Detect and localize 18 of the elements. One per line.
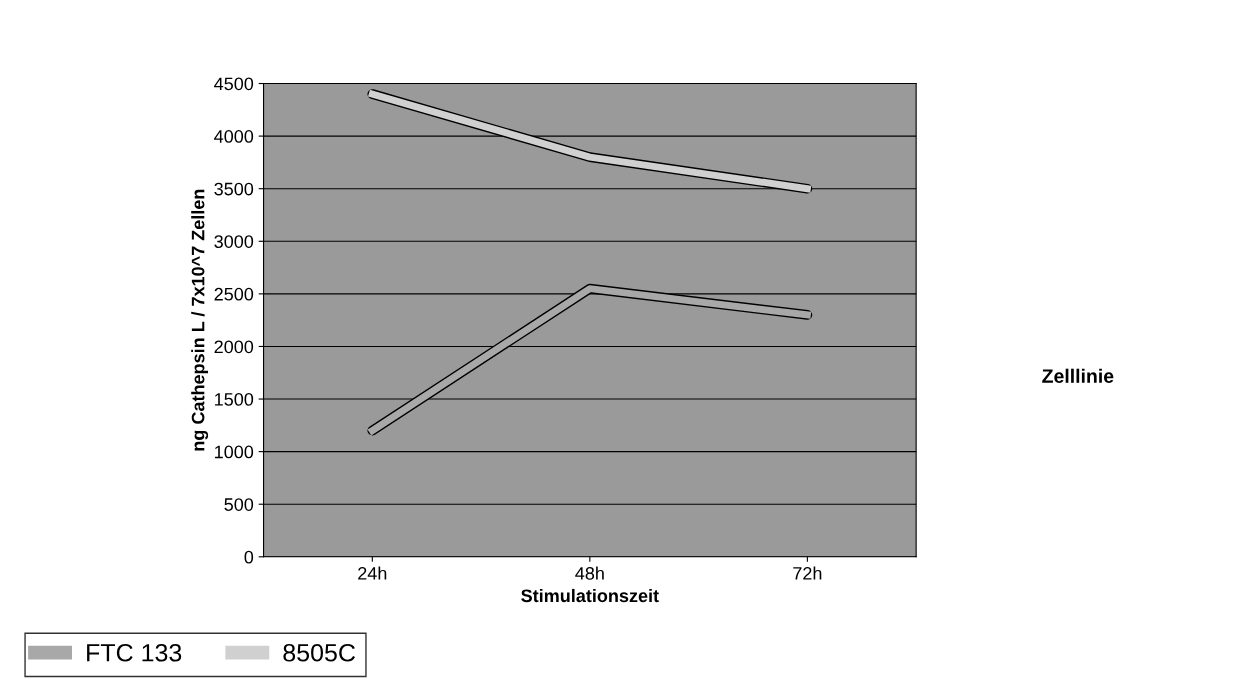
text: Zelllinie xyxy=(1042,368,1114,383)
y-tick-label: 500 xyxy=(224,498,254,511)
x-axis-title: Stimulationszeit xyxy=(521,588,659,603)
y-tick-label: 2500 xyxy=(214,287,254,301)
y-tick-label: 3000 xyxy=(214,235,254,248)
y-tick-label: 4500 xyxy=(214,77,254,91)
y-tick-label: 1500 xyxy=(215,392,254,406)
x-tick-label: 24h xyxy=(358,566,387,580)
legend-label: 8505C xyxy=(283,643,356,662)
y-tick-label: 2000 xyxy=(214,340,254,354)
legend-label: FTC 133 xyxy=(87,643,182,662)
x-tick-label: 48h xyxy=(575,566,604,580)
y-tick-label: 3500 xyxy=(214,182,254,196)
y-tick-label: 4000 xyxy=(214,130,254,143)
x-tick-label: 72h xyxy=(793,566,822,580)
y-axis-title: ng Cathepsin L / 7x10^7 Zellen xyxy=(191,189,209,451)
y-tick-label: 0 xyxy=(244,550,254,564)
y-tick-label: 1000 xyxy=(215,445,254,459)
